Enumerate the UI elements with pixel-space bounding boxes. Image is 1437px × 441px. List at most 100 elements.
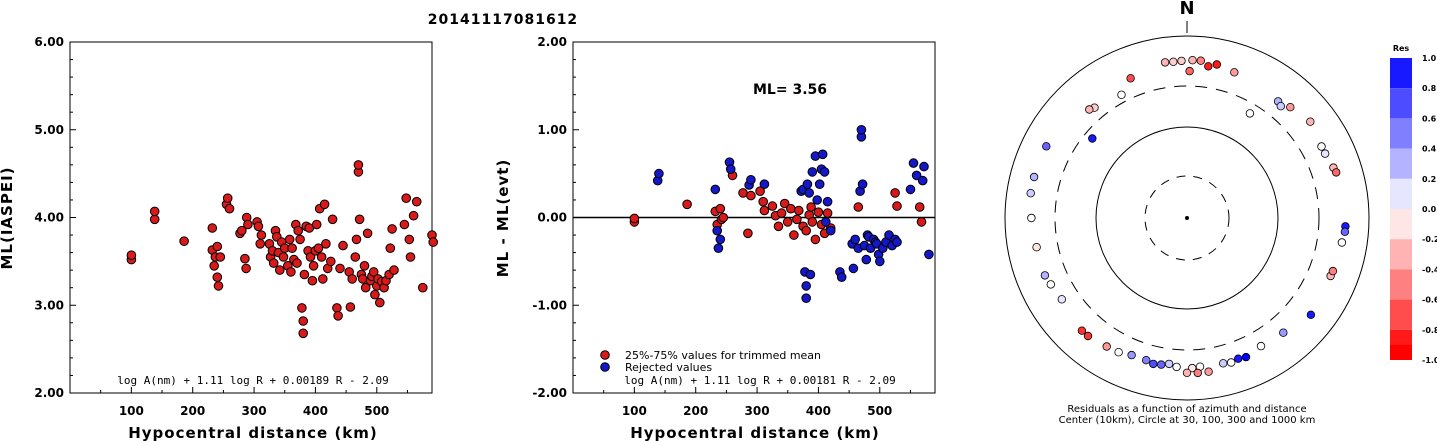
data-point (712, 225, 723, 236)
station-point (1279, 328, 1288, 337)
colorbar-label: 0.8 (1422, 84, 1437, 93)
data-point (813, 207, 824, 217)
data-point (350, 252, 361, 262)
x-tick-label: 500 (364, 404, 389, 418)
data-point (821, 217, 831, 227)
data-point (215, 252, 226, 262)
colorbar-label: 0.0 (1422, 205, 1437, 214)
station-point (1185, 66, 1194, 76)
caption-line-1: Residuals as a function of azimuth and d… (1067, 404, 1306, 415)
colorbar-label: -0.4 (1422, 265, 1437, 274)
station-point (1276, 101, 1285, 111)
data-point (919, 161, 929, 172)
y-tick-label: 0.00 (537, 211, 567, 225)
ml-value-annotation: ML= 3.56 (753, 82, 827, 98)
y-tick-label: 4.00 (34, 211, 64, 225)
data-point (284, 234, 295, 245)
data-point (848, 263, 859, 274)
colorbar-swatch (1390, 148, 1412, 179)
circle-1000km (1004, 35, 1370, 401)
station-point (1245, 109, 1255, 118)
panel-residual-vs-distance: 100 200 300 400 500 -2.00 -1.00 0.00 1.00 2.00 H… (494, 35, 936, 441)
data-point (738, 188, 748, 198)
data-point (857, 179, 868, 189)
data-point (308, 261, 319, 271)
data-point (789, 230, 799, 240)
data-point (212, 272, 223, 283)
data-point (298, 316, 309, 326)
station-point (1046, 280, 1055, 289)
legend-marker-trimmed (600, 350, 610, 360)
panel-ml-vs-distance: 100 200 300 400 500 2.00 3.00 4.00 5.00 6.00 Hyp… (0, 35, 439, 441)
data-point (814, 179, 825, 189)
colorbar-label: -0.6 (1422, 296, 1437, 305)
station-point (1230, 68, 1239, 77)
colorbar-swatch (1390, 209, 1412, 240)
data-point (911, 170, 922, 181)
station-point (1169, 57, 1178, 66)
station-point (1114, 348, 1123, 357)
colorbar-swatch (1390, 239, 1412, 270)
station-point (1127, 350, 1136, 360)
formula-text: log A(nm) + 1.11 log R + 0.00189 R - 2.0… (117, 374, 389, 387)
data-point (418, 282, 428, 293)
station-point (1331, 168, 1341, 177)
station-point (1029, 172, 1039, 182)
data-point (287, 243, 297, 253)
data-point (375, 297, 385, 308)
y-tick-label: -1.00 (532, 298, 567, 312)
x-tick-label: 400 (806, 404, 831, 418)
station-point (1340, 227, 1350, 236)
data-point (810, 234, 821, 245)
x-tick-label: 100 (622, 404, 647, 418)
data-point (293, 225, 304, 236)
data-point (401, 193, 412, 203)
data-point (743, 228, 753, 239)
center-point (1185, 216, 1189, 220)
data-point (713, 243, 724, 253)
data-point (758, 196, 769, 207)
y-tick-label: -2.00 (532, 386, 567, 400)
data-point (268, 258, 279, 268)
data-point (746, 190, 756, 201)
data-point (345, 302, 356, 312)
data-point (682, 199, 692, 210)
data-point (890, 188, 900, 198)
data-point (321, 239, 331, 249)
y-tick-label: 1.00 (537, 123, 567, 137)
y-tick-label: 2.00 (34, 386, 64, 400)
data-point (629, 213, 640, 224)
data-point (370, 289, 380, 300)
data-point (817, 149, 828, 160)
data-point (311, 219, 322, 230)
station-point (1218, 359, 1228, 368)
colorbar-label: 0.2 (1422, 175, 1436, 184)
data-point (822, 196, 833, 207)
legend-label-rejected: Rejected values (625, 361, 712, 374)
circle-100km (1095, 126, 1279, 310)
station-point (1027, 213, 1036, 223)
data-point (404, 234, 415, 245)
x-axis-label: Hypocentral distance (km) (630, 424, 880, 441)
x-tick-label: 500 (867, 404, 892, 418)
data-point (387, 224, 397, 234)
station-point (1233, 354, 1243, 363)
station-point (1083, 331, 1093, 341)
station-point (1212, 60, 1221, 69)
data-point (347, 274, 358, 284)
station-point (1057, 295, 1066, 304)
data-point (812, 195, 823, 205)
data-point (368, 267, 379, 277)
data-point (805, 269, 816, 280)
data-point (213, 281, 224, 291)
data-point (255, 239, 266, 249)
station-point (1102, 342, 1111, 351)
station-point (1164, 359, 1174, 369)
data-point (405, 252, 416, 262)
data-point (794, 205, 804, 216)
data-point (715, 203, 726, 214)
data-point (411, 196, 422, 207)
data-point (916, 217, 927, 227)
x-ticks: 100 200 300 400 500 (100, 387, 408, 418)
data-point (807, 217, 818, 227)
